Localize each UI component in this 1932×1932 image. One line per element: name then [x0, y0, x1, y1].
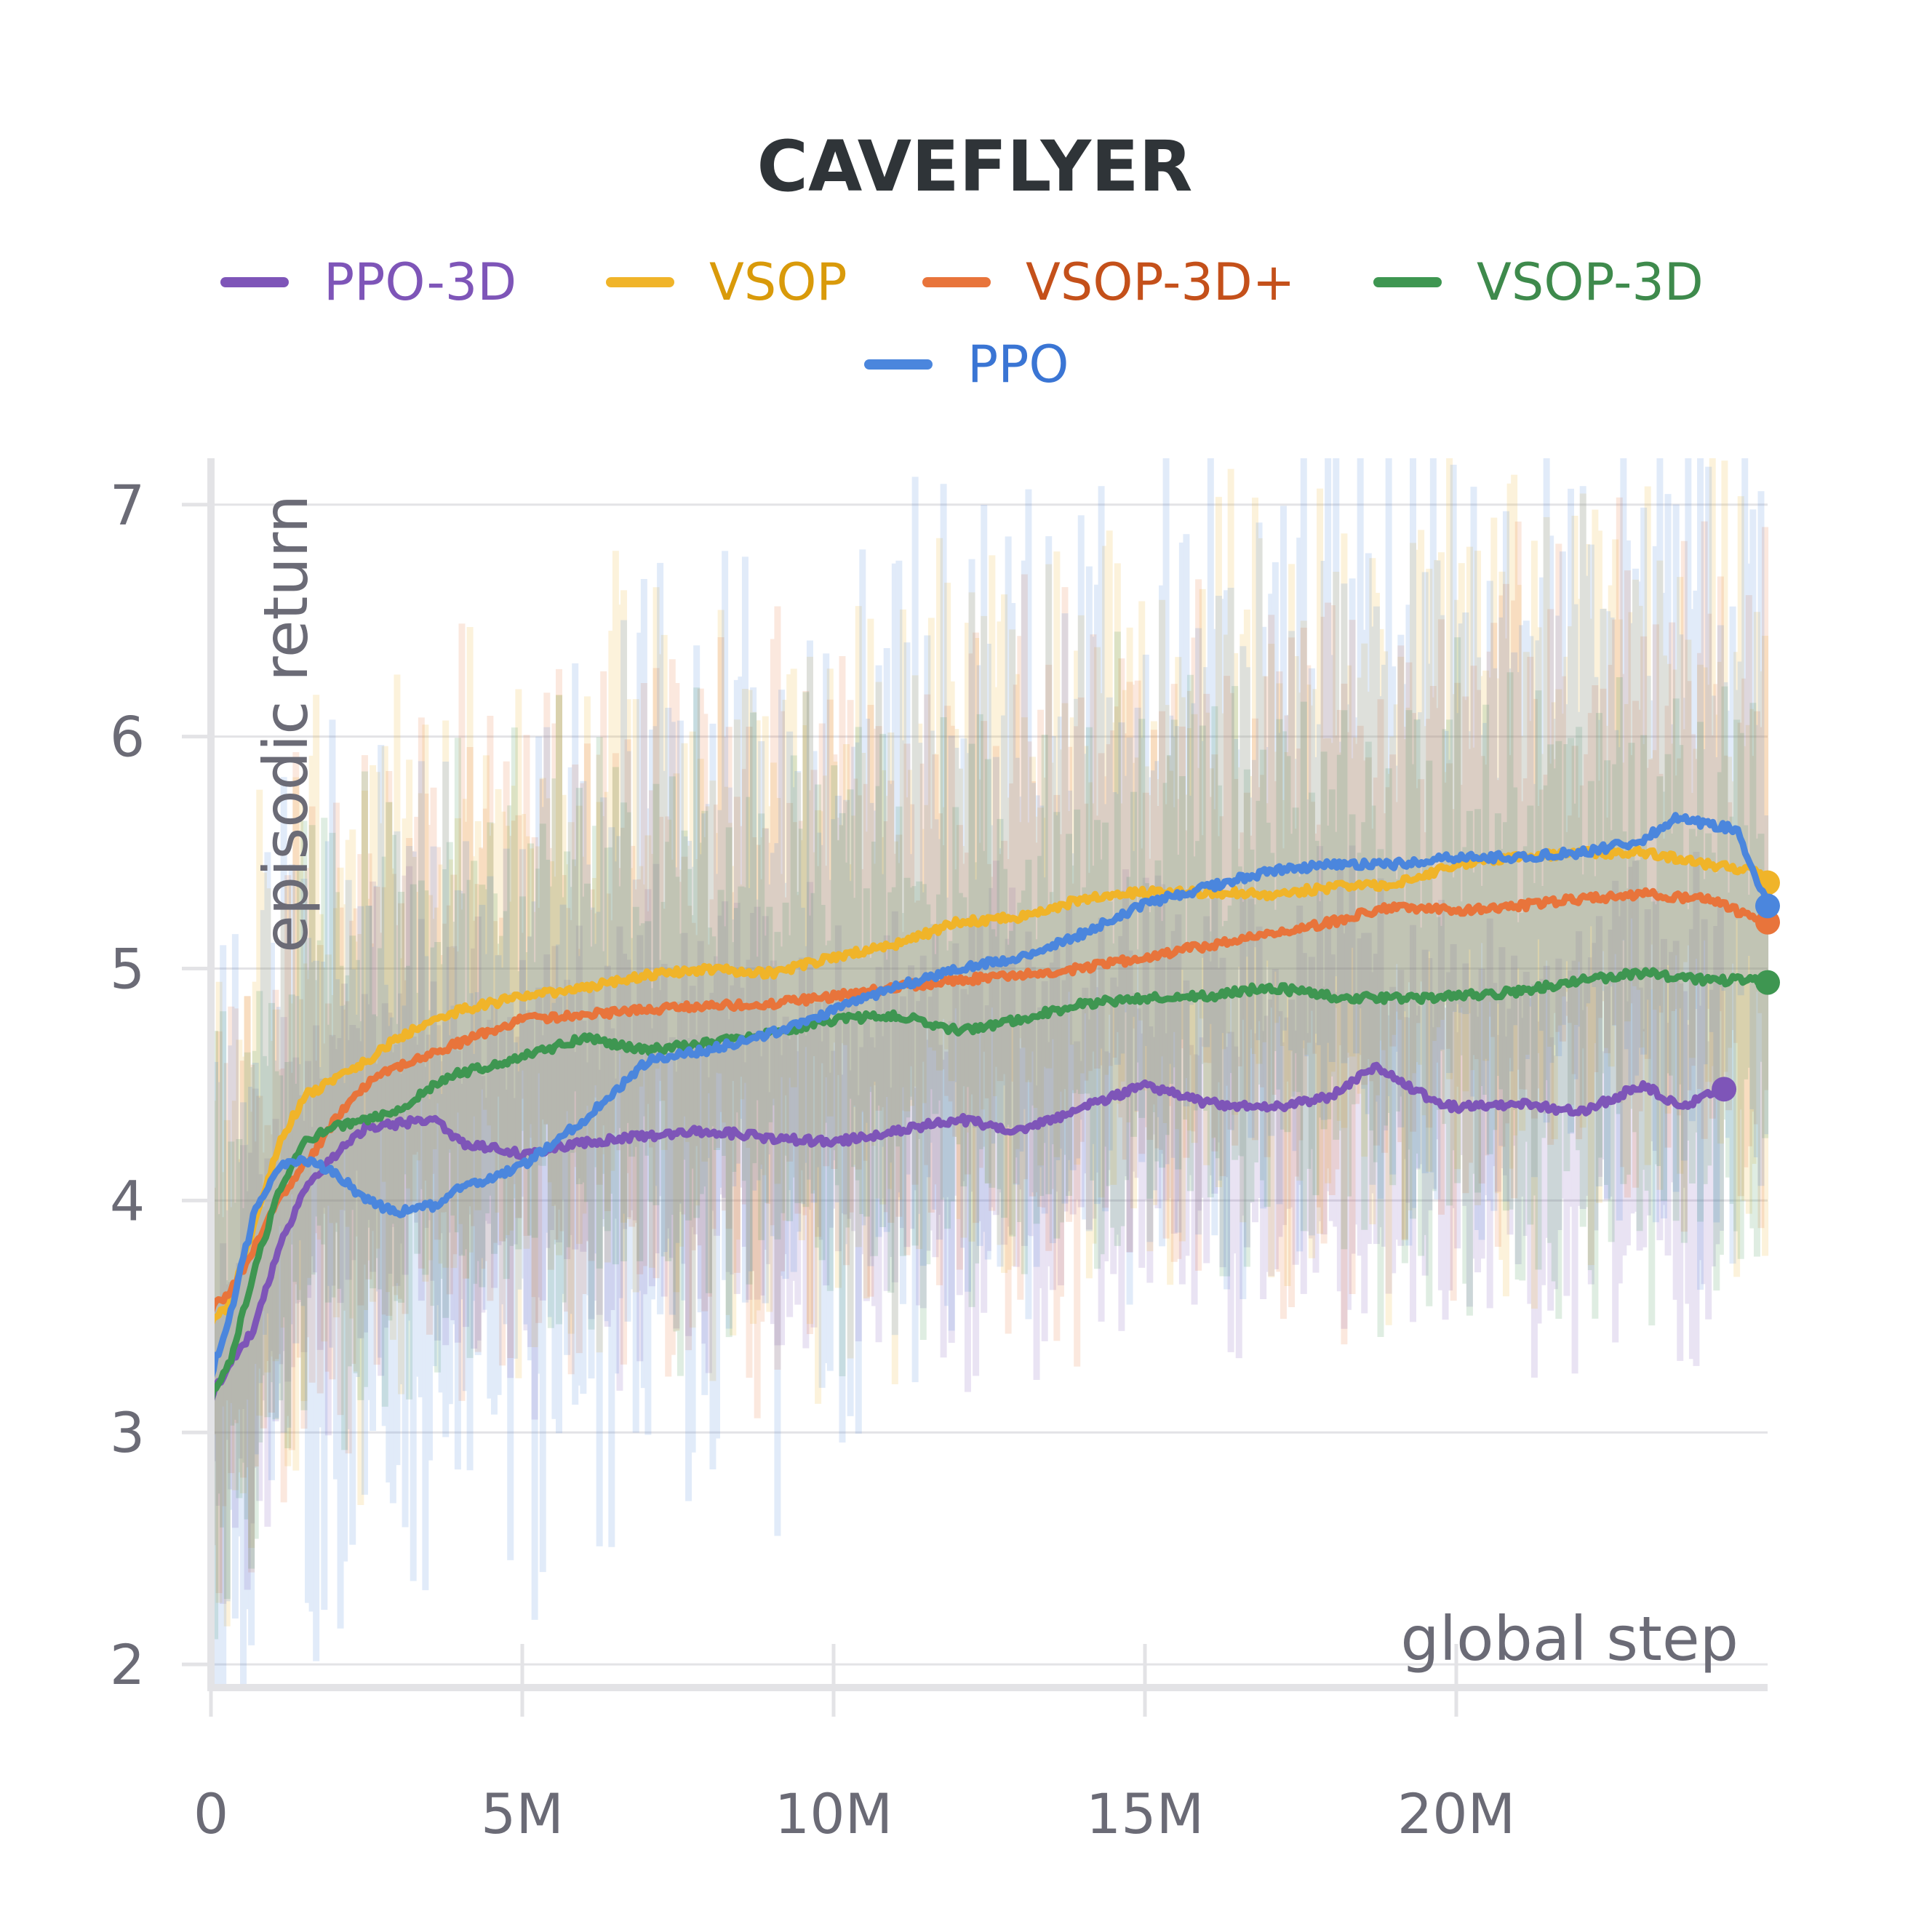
x-tick-label-2: 10M [775, 1781, 893, 1846]
raw-band-ppo [207, 458, 1769, 1688]
legend: PPO-3D VSOP VSOP-3D+ VSOP-3D PPO [220, 252, 1704, 394]
x-tick-label-3: 15M [1086, 1781, 1204, 1846]
x-tick-label-0: 0 [193, 1781, 228, 1846]
y-tick-label-5: 7 [110, 473, 145, 538]
raw-noise-bands [207, 458, 1769, 1688]
x-tick-label-4: 20M [1397, 1781, 1515, 1846]
x-tick-label-1: 5M [481, 1781, 564, 1846]
raw-band-ppo-3d [207, 845, 1724, 1604]
chart-title: CAVEFLYER [757, 126, 1193, 207]
legend-item-vsop-3d: VSOP-3D [1373, 252, 1704, 312]
ticks: 2 3 4 5 6 7 0 5M 10M 15M 20M [110, 473, 1515, 1846]
grid [211, 503, 1768, 1666]
series-lines [207, 812, 1780, 1405]
legend-item-vsop: VSOP [606, 252, 847, 312]
series-end-marker-ppo [1755, 893, 1780, 919]
axes [207, 458, 1768, 1691]
y-tick-label-0: 2 [110, 1632, 145, 1697]
series-line-vsop-3d [207, 967, 1771, 1405]
series-end-marker-vsop-3d [1755, 970, 1780, 995]
series-line-vsop-3d- [207, 887, 1771, 1317]
y-tick-label-3: 5 [110, 937, 145, 1002]
legend-item-vsop-3d-: VSOP-3D+ [922, 252, 1295, 312]
legend-label-ppo: PPO [967, 335, 1069, 394]
legend-label-vsop-3d-: VSOP-3D+ [1026, 252, 1295, 312]
series-end-marker-ppo-3d [1712, 1077, 1737, 1102]
legend-label-ppo-3d: PPO-3D [324, 252, 516, 312]
series-line-ppo [207, 812, 1771, 1382]
x-axis-label: global step [1400, 1603, 1739, 1674]
series-line-ppo-3d [207, 1061, 1728, 1405]
y-tick-label-4: 6 [110, 705, 145, 770]
y-tick-label-2: 4 [110, 1168, 145, 1233]
legend-label-vsop-3d: VSOP-3D [1477, 252, 1704, 312]
y-axis-label: episodic return [250, 495, 322, 953]
legend-item-ppo-3d: PPO-3D [220, 252, 516, 312]
legend-item-ppo: PPO [864, 335, 1069, 394]
legend-label-vsop: VSOP [709, 252, 847, 312]
y-tick-label-1: 3 [110, 1400, 145, 1465]
